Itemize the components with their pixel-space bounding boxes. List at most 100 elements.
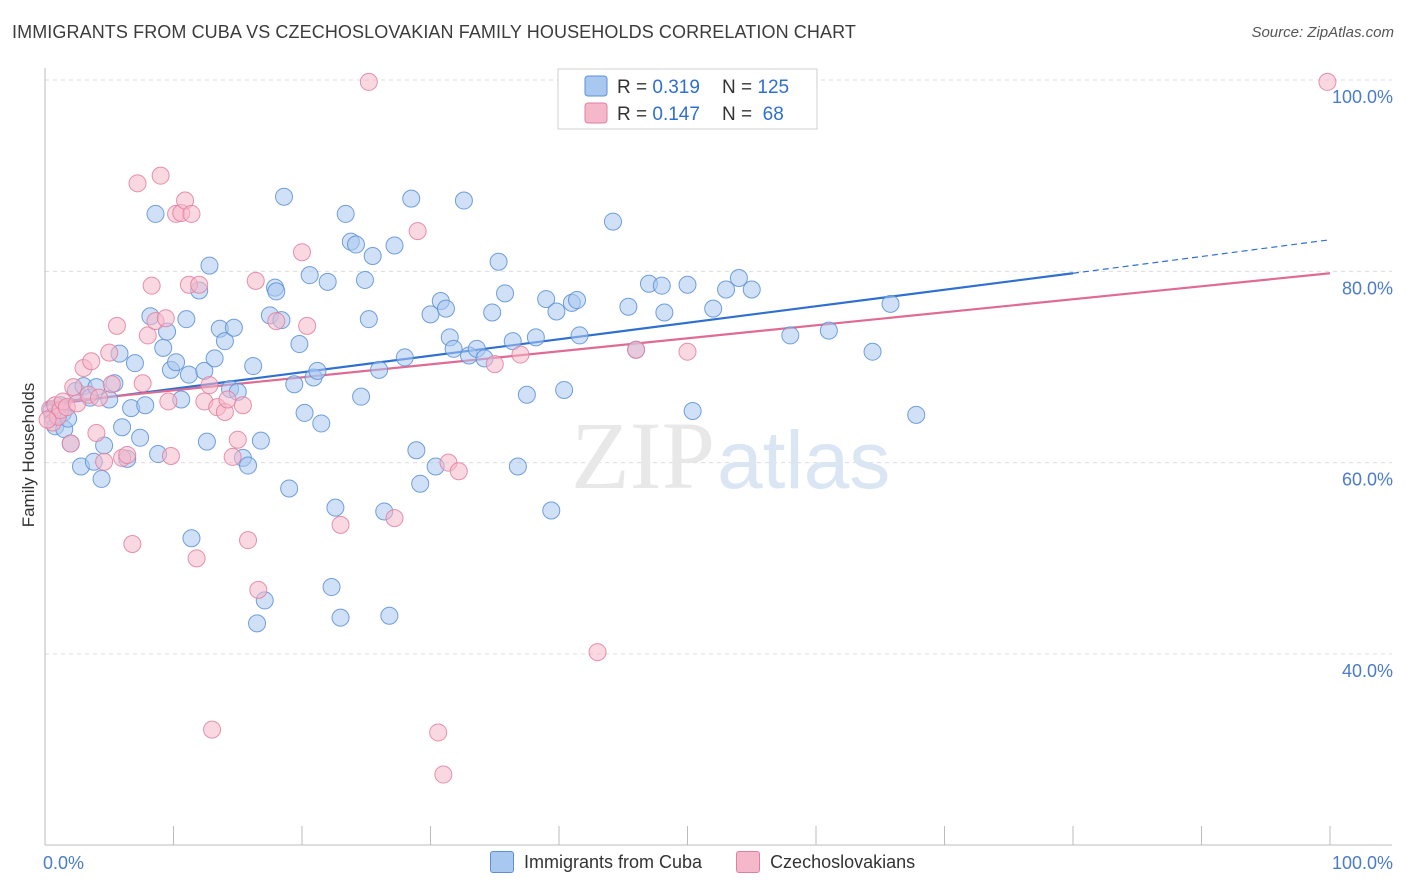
x-tick-labels: 0.0% 100.0% <box>43 853 1393 873</box>
data-point-cuba <box>224 318 243 337</box>
trend-line-extension-cuba <box>1072 239 1331 274</box>
data-point-cuba <box>136 396 155 415</box>
data-point-czechoslovakians <box>151 166 170 185</box>
data-point-cuba <box>285 375 304 394</box>
data-point-cuba <box>395 348 414 367</box>
data-point-cuba <box>200 256 219 275</box>
data-point-cuba <box>881 294 900 313</box>
data-point-cuba <box>177 310 196 329</box>
data-point-cuba <box>331 608 350 627</box>
data-point-cuba <box>489 252 508 271</box>
data-point-cuba <box>603 212 622 231</box>
data-point-cuba <box>496 284 515 303</box>
data-point-czechoslovakians <box>434 765 453 784</box>
data-point-czechoslovakians <box>187 549 206 568</box>
data-point-cuba <box>729 269 748 288</box>
data-point-czechoslovakians <box>223 447 242 466</box>
data-point-cuba <box>542 501 561 520</box>
data-point-cuba <box>295 403 314 422</box>
data-point-cuba <box>280 479 299 498</box>
data-point-czechoslovakians <box>485 355 504 374</box>
data-point-cuba <box>508 457 527 476</box>
data-point-cuba <box>267 282 286 301</box>
data-point-czechoslovakians <box>627 340 646 359</box>
data-point-czechoslovakians <box>267 312 286 331</box>
y-tick-label: 40.0% <box>1342 661 1393 681</box>
legend-swatch-pink <box>736 851 761 873</box>
data-point-czechoslovakians <box>385 509 404 528</box>
data-point-cuba <box>863 342 882 361</box>
data-point-czechoslovakians <box>233 396 252 415</box>
y-axis-label: Family Households <box>19 383 38 528</box>
data-point-czechoslovakians <box>161 446 180 465</box>
data-point-cuba <box>742 280 761 299</box>
data-point-cuba <box>308 361 327 380</box>
data-point-cuba <box>717 280 736 299</box>
data-point-cuba <box>537 290 556 309</box>
data-point-czechoslovakians <box>87 424 106 443</box>
data-point-czechoslovakians <box>89 388 108 407</box>
svg-text:R = 0.147: R = 0.147 <box>617 104 700 125</box>
data-point-cuba <box>251 431 270 450</box>
data-point-cuba <box>355 270 374 289</box>
data-point-cuba <box>567 291 586 310</box>
stats-r-value-2: 0.147 <box>652 104 700 125</box>
data-point-czechoslovakians <box>429 723 448 742</box>
data-point-czechoslovakians <box>331 515 350 534</box>
data-point-cuba <box>336 204 355 223</box>
data-point-czechoslovakians <box>298 316 317 335</box>
data-point-czechoslovakians <box>159 392 178 411</box>
data-point-czechoslovakians <box>249 580 268 599</box>
data-point-cuba <box>167 353 186 372</box>
data-point-cuba <box>655 303 674 322</box>
data-point-cuba <box>346 235 365 254</box>
data-point-czechoslovakians <box>182 204 201 223</box>
data-point-cuba <box>290 335 309 354</box>
legend-label-czechoslovakians: Czechoslovakians <box>770 851 916 872</box>
data-point-cuba <box>517 385 536 404</box>
data-point-cuba <box>92 469 111 488</box>
data-point-czechoslovakians <box>200 376 219 395</box>
data-point-czechoslovakians <box>228 430 247 449</box>
data-point-czechoslovakians <box>100 343 119 362</box>
x-tick-label: 100.0% <box>1332 853 1393 873</box>
data-point-czechoslovakians <box>128 174 147 193</box>
data-point-czechoslovakians <box>107 316 126 335</box>
y-tick-labels: 40.0% 60.0% 80.0% 100.0% <box>1332 87 1393 681</box>
y-tick-label: 60.0% <box>1342 470 1393 490</box>
data-point-cuba <box>704 299 723 318</box>
data-point-czechoslovakians <box>102 375 121 394</box>
legend-item-cuba[interactable]: Immigrants from Cuba <box>490 851 702 873</box>
stats-legend: R = 0.319 N = 125 R = 0.147 N = 68 <box>557 68 818 130</box>
data-point-czechoslovakians <box>588 643 607 662</box>
data-point-cuba <box>555 380 574 399</box>
data-point-czechoslovakians <box>64 378 83 397</box>
data-point-cuba <box>819 321 838 340</box>
stats-n-value-2: 68 <box>757 104 783 125</box>
data-point-cuba <box>326 498 345 517</box>
data-point-cuba <box>385 236 404 255</box>
data-point-czechoslovakians <box>133 374 152 393</box>
data-point-cuba <box>407 441 426 460</box>
data-point-cuba <box>570 326 589 345</box>
data-point-cuba <box>146 204 165 223</box>
data-points <box>38 72 1337 784</box>
legend-item-czechoslovakians[interactable]: Czechoslovakians <box>736 851 915 873</box>
stats-n-label-1: N = <box>722 77 757 98</box>
data-point-cuba <box>352 387 371 406</box>
grid-lines <box>45 79 1392 655</box>
axes <box>44 68 1392 846</box>
data-point-cuba <box>483 303 502 322</box>
svg-text:R = 0.319: R = 0.319 <box>617 77 700 98</box>
x-tick-label: 0.0% <box>43 853 84 873</box>
data-point-czechoslovakians <box>408 222 427 241</box>
data-point-cuba <box>436 299 455 318</box>
data-point-czechoslovakians <box>359 72 378 91</box>
svg-text:N = 125: N = 125 <box>722 77 789 98</box>
data-point-cuba <box>205 349 224 368</box>
data-point-cuba <box>652 276 671 295</box>
data-point-cuba <box>154 338 173 357</box>
data-point-czechoslovakians <box>123 534 142 553</box>
data-point-czechoslovakians <box>449 462 468 481</box>
